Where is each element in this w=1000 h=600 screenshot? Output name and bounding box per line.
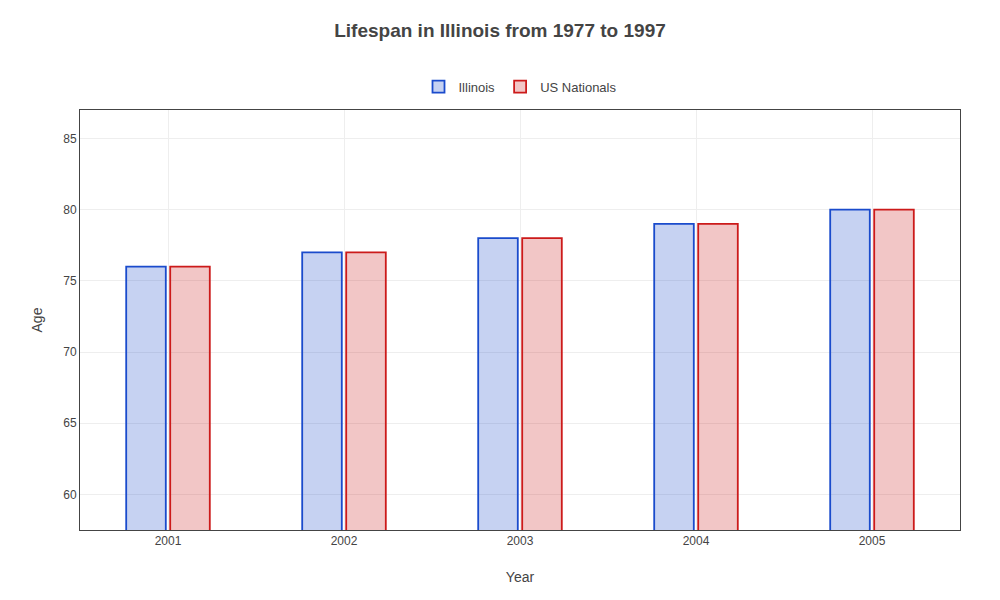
svg-text:Year: Year — [506, 569, 535, 585]
svg-text:80: 80 — [63, 203, 77, 217]
svg-text:65: 65 — [63, 416, 77, 430]
svg-text:70: 70 — [63, 345, 77, 359]
svg-text:2003: 2003 — [507, 534, 534, 548]
svg-text:2001: 2001 — [155, 534, 182, 548]
svg-text:Illinois: Illinois — [459, 80, 496, 95]
svg-text:US Nationals: US Nationals — [540, 80, 616, 95]
svg-text:Age: Age — [29, 307, 45, 332]
svg-text:75: 75 — [63, 274, 77, 288]
svg-text:2005: 2005 — [859, 534, 886, 548]
svg-text:Lifespan in Illinois from 1977: Lifespan in Illinois from 1977 to 1997 — [334, 20, 666, 41]
svg-text:85: 85 — [63, 132, 77, 146]
svg-text:2004: 2004 — [683, 534, 710, 548]
svg-text:2002: 2002 — [331, 534, 358, 548]
svg-text:60: 60 — [63, 488, 77, 502]
